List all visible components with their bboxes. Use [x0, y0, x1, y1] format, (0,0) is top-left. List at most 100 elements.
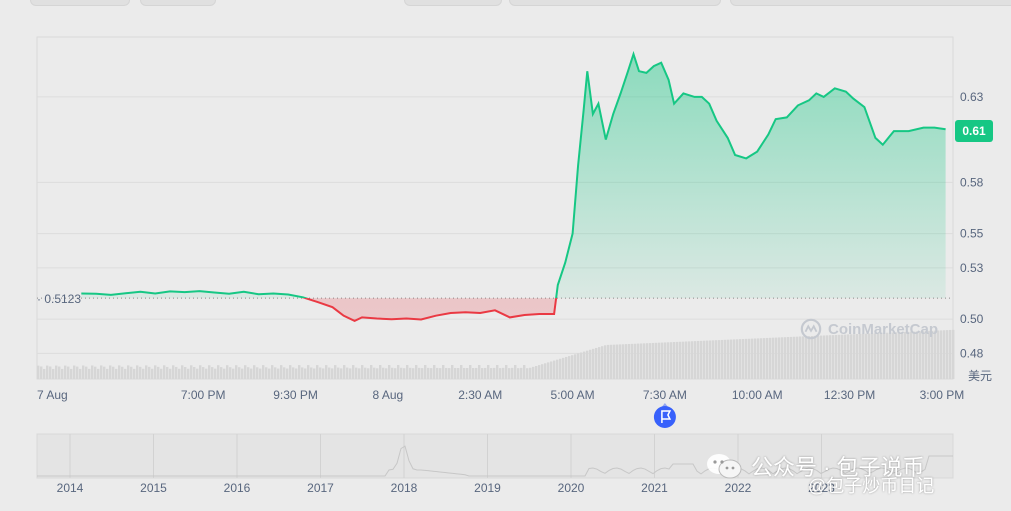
volume-bar — [133, 368, 136, 379]
volume-bar — [421, 368, 424, 379]
volume-bar — [127, 365, 130, 379]
volume-bar — [628, 343, 631, 379]
volume-bar — [460, 365, 463, 379]
volume-bar — [898, 332, 901, 379]
volume-bar — [430, 368, 433, 379]
volume-bar — [907, 331, 910, 379]
volume-bar — [760, 338, 763, 379]
volume-bar — [343, 365, 346, 379]
volume-bar — [817, 335, 820, 379]
volume-bar — [871, 333, 874, 379]
volume-bar — [142, 368, 145, 379]
volume-bar — [448, 368, 451, 379]
volume-bar — [325, 365, 328, 379]
volume-bar — [184, 366, 187, 379]
volume-bar — [862, 333, 865, 379]
volume-bar — [259, 368, 262, 379]
top-toolbar — [0, 0, 1011, 6]
volume-bar — [409, 367, 412, 379]
watermark: 公众号 · 包子说币 — [705, 450, 925, 482]
volume-bar — [820, 335, 823, 379]
volume-bar — [607, 344, 610, 379]
volume-bar — [868, 333, 871, 379]
event-flag[interactable] — [653, 406, 676, 428]
volume-bar — [700, 340, 703, 379]
navigator-year-label: 2018 — [391, 481, 418, 495]
volume-bar — [685, 341, 688, 379]
volume-bar — [559, 358, 562, 379]
volume-bar — [121, 366, 124, 379]
volume-bar — [727, 339, 730, 379]
volume-bar — [340, 368, 343, 379]
volume-bar — [433, 365, 436, 379]
y-unit-label: 美元 — [968, 369, 992, 383]
volume-bar — [889, 332, 892, 379]
volume-bar — [634, 343, 637, 379]
volume-bar — [46, 365, 49, 379]
volume-bar — [145, 365, 148, 379]
volume-bar — [247, 367, 250, 379]
navigator-year-label: 2019 — [474, 481, 501, 495]
volume-bar — [355, 367, 358, 379]
x-tick-label: 7:00 PM — [181, 388, 226, 402]
volume-bar — [217, 365, 220, 379]
volume-bar — [808, 336, 811, 379]
volume-bar — [949, 329, 952, 379]
volume-bar — [280, 365, 283, 379]
volume-bar — [91, 365, 94, 379]
volume-bar — [388, 365, 391, 379]
volume-bar — [778, 337, 781, 379]
volume-bar — [595, 347, 598, 379]
volume-bar — [553, 360, 556, 379]
volume-bar — [55, 365, 58, 379]
volume-bar — [652, 342, 655, 379]
volume-bar — [97, 368, 100, 379]
volume-bar — [736, 339, 739, 379]
volume-bar — [925, 331, 928, 379]
volume-bar — [934, 330, 937, 379]
volume-bar — [370, 365, 373, 379]
volume-bar — [529, 367, 532, 379]
volume-bar — [271, 365, 274, 379]
volume-bar — [544, 363, 547, 379]
volume-bar — [403, 368, 406, 379]
volume-bar — [709, 340, 712, 379]
volume-bar — [445, 367, 448, 379]
navigator-year-label: 2020 — [558, 481, 585, 495]
price-line-up — [81, 50, 946, 299]
volume-bar — [547, 362, 550, 379]
volume-bar — [226, 365, 229, 379]
volume-bar — [256, 367, 259, 379]
navigator[interactable]: 2014 2015 2016 2017 2018 2019 2020 2021 2022 2023 — [36, 433, 954, 495]
volume-bar — [67, 366, 70, 379]
volume-bar — [694, 341, 697, 379]
volume-bar — [352, 365, 355, 379]
volume-bar — [334, 365, 337, 379]
volume-bar — [124, 368, 127, 379]
volume-bar — [604, 345, 607, 379]
watermark-line2: @包子炒币日记 — [808, 476, 935, 496]
volume-bar — [73, 365, 76, 379]
volume-bar — [589, 349, 592, 379]
volume-bar — [253, 365, 256, 379]
volume-bar — [943, 330, 946, 379]
volume-bar — [811, 336, 814, 379]
volume-bar — [478, 365, 481, 379]
volume-bar — [502, 367, 505, 379]
volume-bar — [112, 366, 115, 379]
volume-bar — [364, 367, 367, 379]
volume-bar — [523, 365, 526, 379]
volume-bar — [775, 337, 778, 379]
volume-bar — [223, 368, 226, 379]
toolbar-tab[interactable] — [730, 0, 1011, 6]
volume-bar — [298, 365, 301, 379]
x-tick-label: 7 Aug — [37, 388, 68, 402]
volume-bar — [43, 368, 46, 379]
volume-bar — [646, 343, 649, 379]
volume-bar — [715, 340, 718, 379]
volume-bar — [745, 338, 748, 379]
brand-name: CoinMarketCap — [828, 320, 939, 338]
volume-bar — [61, 368, 64, 379]
volume-bar — [514, 365, 517, 379]
